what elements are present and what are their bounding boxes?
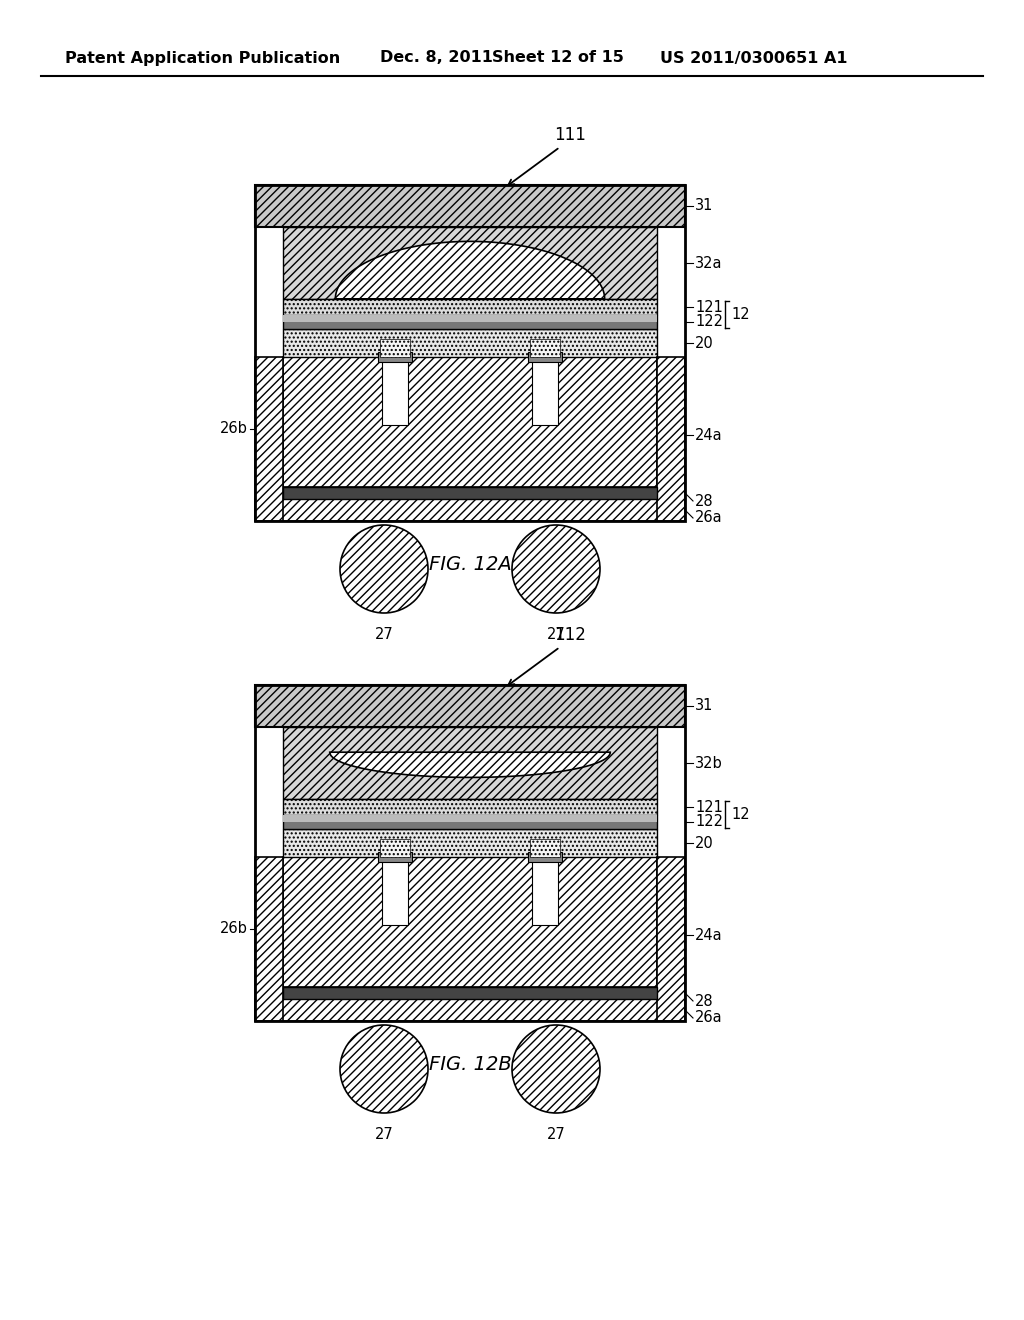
Bar <box>382 356 409 425</box>
Text: 31: 31 <box>695 198 714 214</box>
Bar <box>283 814 657 829</box>
Text: 12: 12 <box>731 807 750 822</box>
Bar <box>283 857 657 987</box>
Bar <box>529 838 560 857</box>
Bar <box>283 987 657 999</box>
Text: FIG. 12B: FIG. 12B <box>429 1056 511 1074</box>
Bar <box>380 838 411 857</box>
Bar <box>283 829 657 857</box>
Text: 24a: 24a <box>695 428 723 442</box>
Text: 122: 122 <box>695 814 723 829</box>
Bar <box>255 185 685 227</box>
Bar <box>378 352 413 362</box>
Text: 28: 28 <box>695 494 714 508</box>
Text: US 2011/0300651 A1: US 2011/0300651 A1 <box>660 50 848 66</box>
Bar <box>283 727 657 799</box>
Text: 31: 31 <box>695 698 714 714</box>
Bar <box>657 857 685 1020</box>
Bar <box>255 685 685 727</box>
Bar <box>255 499 685 521</box>
Text: 26a: 26a <box>695 1011 723 1026</box>
Ellipse shape <box>512 525 600 612</box>
Bar <box>255 685 685 1020</box>
Bar <box>283 329 657 356</box>
Ellipse shape <box>340 525 428 612</box>
Bar <box>255 185 685 521</box>
Bar <box>531 857 558 924</box>
Text: 24a: 24a <box>695 928 723 942</box>
Text: 20: 20 <box>695 335 714 351</box>
Bar <box>283 799 657 814</box>
Text: Patent Application Publication: Patent Application Publication <box>65 50 340 66</box>
Bar <box>527 352 562 362</box>
Text: 26b: 26b <box>220 421 248 436</box>
Bar <box>531 356 558 425</box>
Bar <box>255 857 283 1020</box>
Text: 32a: 32a <box>695 256 723 271</box>
Bar <box>283 356 657 487</box>
Text: 28: 28 <box>695 994 714 1008</box>
Text: 27: 27 <box>375 627 393 642</box>
Bar <box>378 851 413 862</box>
Bar <box>380 339 411 356</box>
Bar <box>283 315 657 322</box>
Bar <box>527 851 562 862</box>
Text: 26a: 26a <box>695 511 723 525</box>
Bar <box>255 999 685 1020</box>
Bar <box>657 356 685 521</box>
Bar <box>255 356 283 521</box>
Bar <box>529 339 560 356</box>
Text: 20: 20 <box>695 836 714 850</box>
Text: 112: 112 <box>554 626 586 644</box>
Ellipse shape <box>512 1026 600 1113</box>
Text: 32b: 32b <box>695 755 723 771</box>
Polygon shape <box>336 242 604 300</box>
Text: 27: 27 <box>547 1127 565 1142</box>
Text: 27: 27 <box>547 627 565 642</box>
Bar <box>283 814 657 822</box>
Text: 12: 12 <box>731 308 750 322</box>
Bar <box>283 487 657 499</box>
Text: 121: 121 <box>695 800 723 814</box>
Bar <box>283 227 657 300</box>
Text: 27: 27 <box>375 1127 393 1142</box>
Ellipse shape <box>340 1026 428 1113</box>
Text: 121: 121 <box>695 300 723 314</box>
Text: 26b: 26b <box>220 921 248 936</box>
Bar <box>382 857 409 924</box>
Text: Sheet 12 of 15: Sheet 12 of 15 <box>492 50 624 66</box>
Text: 111: 111 <box>554 125 586 144</box>
Text: Dec. 8, 2011: Dec. 8, 2011 <box>380 50 493 66</box>
Text: FIG. 12A: FIG. 12A <box>429 556 511 574</box>
Bar <box>283 300 657 315</box>
Text: 122: 122 <box>695 314 723 330</box>
Bar <box>283 315 657 329</box>
Polygon shape <box>330 752 610 777</box>
